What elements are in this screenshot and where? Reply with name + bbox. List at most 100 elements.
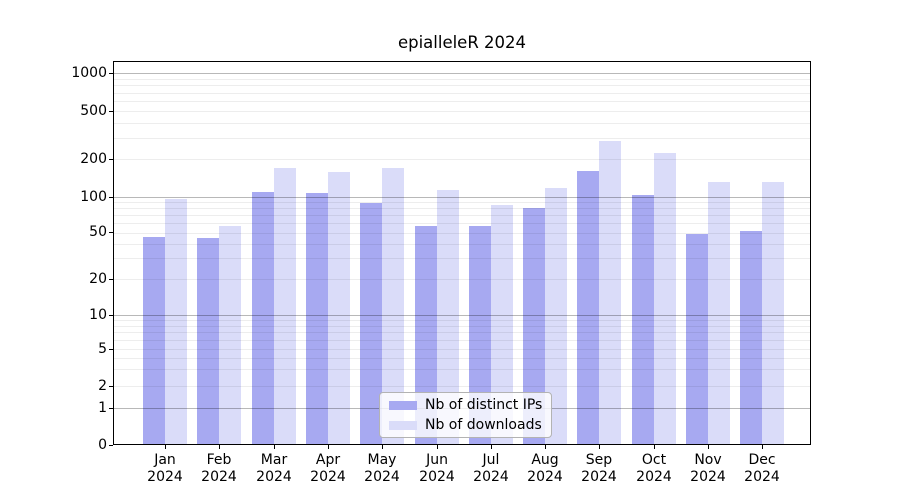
x-axis-tick-label: Feb 2024 xyxy=(201,452,237,485)
bar-distinct-ips xyxy=(468,225,491,445)
x-tick-mark xyxy=(328,445,329,449)
gridline-minor xyxy=(113,348,811,350)
gridline-minor xyxy=(113,332,811,334)
y-tick-mark xyxy=(109,445,113,446)
bar-distinct-ips xyxy=(740,230,763,445)
y-axis-tick-label: 100 xyxy=(80,189,107,205)
y-tick-mark xyxy=(109,349,113,350)
y-axis-tick-label: 20 xyxy=(89,271,107,287)
bar-downloads xyxy=(653,153,676,445)
x-axis-tick-label: Oct 2024 xyxy=(636,452,672,485)
y-tick-mark xyxy=(109,111,113,112)
bar-downloads xyxy=(382,168,405,445)
gridline-minor xyxy=(113,92,811,94)
gridline-minor xyxy=(113,325,811,327)
x-axis-tick-label: Apr 2024 xyxy=(310,452,346,485)
x-tick-mark xyxy=(708,445,709,449)
x-axis-tick-label: Sep 2024 xyxy=(581,452,617,485)
bar-distinct-ips xyxy=(360,203,383,445)
legend-row-distinct-ips: Nb of distinct IPs xyxy=(389,397,542,413)
y-axis-tick-label: 1000 xyxy=(71,65,107,81)
gridline-minor xyxy=(113,79,811,80)
y-tick-mark xyxy=(109,315,113,316)
y-tick-mark xyxy=(109,73,113,74)
bar-distinct-ips xyxy=(251,192,274,445)
gridline-minor xyxy=(113,258,811,260)
y-axis-tick-label: 500 xyxy=(80,103,107,119)
gridline-minor xyxy=(113,369,811,371)
chart-title: epialleleR 2024 xyxy=(397,33,527,52)
gridline-minor xyxy=(113,215,811,216)
bar-distinct-ips xyxy=(686,233,708,445)
x-axis-tick-label: Jan 2024 xyxy=(147,452,183,485)
bar-downloads xyxy=(165,199,187,445)
gridline-minor xyxy=(113,159,811,160)
x-tick-mark xyxy=(274,445,275,449)
bar-downloads xyxy=(490,204,513,445)
bar-distinct-ips xyxy=(577,171,600,445)
bar-distinct-ips xyxy=(631,194,654,445)
bar-downloads xyxy=(708,182,730,445)
legend-row-downloads: Nb of downloads xyxy=(389,417,542,433)
x-tick-mark xyxy=(219,445,220,449)
gridline-minor xyxy=(113,279,811,280)
legend-swatch-downloads xyxy=(389,420,417,430)
gridline-minor xyxy=(113,386,811,387)
x-tick-mark xyxy=(491,445,492,449)
x-axis-tick-label: Aug 2024 xyxy=(527,452,563,485)
bar-downloads xyxy=(436,190,459,445)
x-tick-mark xyxy=(437,445,438,449)
x-tick-mark xyxy=(545,445,546,449)
gridline-minor xyxy=(113,100,811,102)
plot-area: Nb of distinct IPs Nb of downloads xyxy=(113,61,811,445)
gridline-minor xyxy=(113,339,811,341)
y-tick-mark xyxy=(109,279,113,280)
x-axis-tick-label: Mar 2024 xyxy=(256,452,292,485)
y-axis-tick-label: 5 xyxy=(98,341,107,357)
y-axis-tick-label: 50 xyxy=(89,224,107,240)
y-axis-tick-label: 2 xyxy=(98,378,107,394)
x-axis-tick-label: Jun 2024 xyxy=(419,452,455,485)
y-tick-mark xyxy=(109,232,113,233)
bar-distinct-ips xyxy=(414,225,437,445)
bar-downloads xyxy=(545,187,568,445)
gridline-minor xyxy=(113,110,811,112)
bar-downloads xyxy=(327,171,350,445)
legend-label-distinct-ips: Nb of distinct IPs xyxy=(425,397,543,413)
bar-distinct-ips xyxy=(523,207,546,445)
gridline-minor xyxy=(113,320,811,322)
y-tick-mark xyxy=(109,197,113,198)
legend: Nb of distinct IPs Nb of downloads xyxy=(379,392,553,438)
y-axis-tick-label: 200 xyxy=(80,151,107,167)
bar-downloads xyxy=(273,168,296,445)
gridline-major xyxy=(113,196,811,198)
legend-label-downloads: Nb of downloads xyxy=(425,417,542,433)
gridline-minor xyxy=(113,232,811,234)
x-tick-mark xyxy=(165,445,166,449)
y-axis-tick-label: 10 xyxy=(89,307,107,323)
gridline-minor xyxy=(113,137,811,139)
x-tick-mark xyxy=(762,445,763,449)
gridline-major xyxy=(113,73,811,75)
gridline-major xyxy=(113,315,811,316)
gridline-minor xyxy=(113,223,811,224)
x-tick-mark xyxy=(382,445,383,449)
y-axis-tick-label: 0 xyxy=(98,437,107,453)
gridline-minor xyxy=(113,122,811,124)
x-tick-mark xyxy=(654,445,655,449)
x-axis-tick-label: May 2024 xyxy=(364,452,400,485)
x-axis-tick-label: Nov 2024 xyxy=(690,452,726,485)
x-axis-tick-label: Jul 2024 xyxy=(473,452,509,485)
bar-downloads xyxy=(219,225,242,445)
legend-swatch-distinct-ips xyxy=(389,400,417,410)
bar-distinct-ips xyxy=(143,236,165,445)
bar-distinct-ips xyxy=(197,237,220,445)
x-axis-tick-label: Dec 2024 xyxy=(744,452,780,485)
x-tick-mark xyxy=(599,445,600,449)
y-axis-tick-label: 1 xyxy=(98,400,107,416)
y-tick-mark xyxy=(109,386,113,387)
bar-downloads xyxy=(762,182,785,445)
y-tick-mark xyxy=(109,408,113,409)
gridline-minor xyxy=(113,208,811,210)
